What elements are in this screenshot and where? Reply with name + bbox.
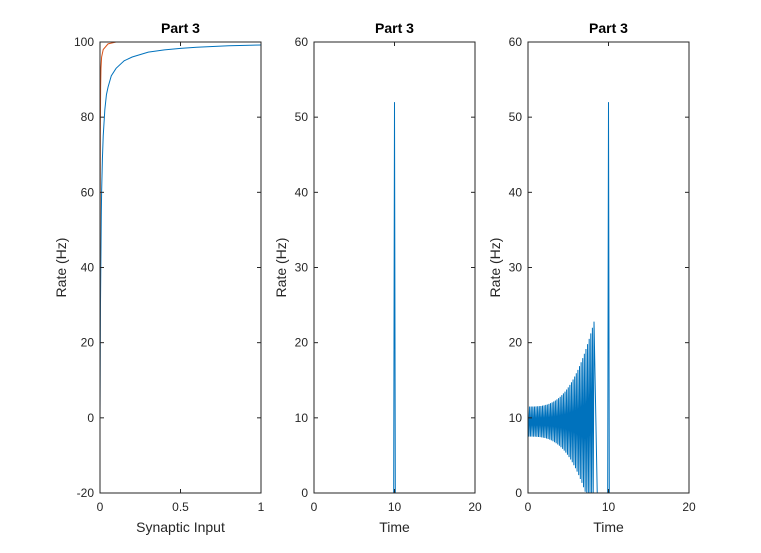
y-tick-label: 20	[295, 336, 309, 350]
y-tick-label: 50	[295, 110, 309, 124]
y-tick-label: 0	[87, 411, 94, 425]
subplot-3: 0 10 20 0 10 20 30 40 50 60 Part 3 Time Rate (Hz)	[487, 20, 696, 535]
y-tick-label: 30	[295, 261, 309, 275]
x-tick-label: 10	[388, 500, 402, 514]
subplot-2-ylabel: Rate (Hz)	[273, 238, 289, 298]
y-tick-label: 40	[295, 185, 309, 199]
y-tick-label: 40	[509, 185, 523, 199]
subplot-3-xlabel: Time	[593, 519, 624, 535]
subplot-2-xlabel: Time	[379, 519, 410, 535]
subplot-1-series-1-line	[100, 44, 261, 418]
x-tick-label: 0	[311, 500, 318, 514]
y-tick-label: -20	[77, 486, 95, 500]
y-tick-label: 0	[515, 486, 522, 500]
x-tick-label: 0.5	[172, 500, 189, 514]
y-tick-label: 40	[81, 261, 95, 275]
y-tick-label: 50	[509, 110, 523, 124]
x-tick-label: 1	[258, 500, 265, 514]
y-tick-label: 60	[295, 35, 309, 49]
subplot-1-title: Part 3	[161, 20, 200, 36]
subplot-1-ylabel: Rate (Hz)	[53, 238, 69, 298]
subplot-3-series-1-line	[528, 102, 689, 493]
y-tick-label: 20	[81, 336, 95, 350]
x-tick-label: 0	[525, 500, 532, 514]
y-tick-label: 10	[509, 411, 523, 425]
y-tick-label: 0	[301, 486, 308, 500]
y-tick-label: 80	[81, 110, 95, 124]
subplot-1-xlabel: Synaptic Input	[136, 519, 225, 535]
x-tick-label: 20	[682, 500, 696, 514]
subplot-2: 0 10 20 0 10 20 30 40 50 60 Part 3 Time Rate (Hz)	[273, 20, 482, 535]
x-tick-label: 0	[97, 500, 104, 514]
x-tick-label: 20	[468, 500, 482, 514]
x-tick-label: 10	[602, 500, 616, 514]
y-tick-label: 20	[509, 336, 523, 350]
y-tick-label: 60	[81, 185, 95, 199]
subplot-3-title: Part 3	[589, 20, 628, 36]
y-tick-label: 10	[295, 411, 309, 425]
y-tick-label: 60	[509, 35, 523, 49]
y-tick-label: 30	[509, 261, 523, 275]
subplot-3-ylabel: Rate (Hz)	[487, 238, 503, 298]
subplot-2-series-1-line	[314, 102, 475, 493]
subplot-2-title: Part 3	[375, 20, 414, 36]
y-tick-label: 100	[74, 35, 94, 49]
